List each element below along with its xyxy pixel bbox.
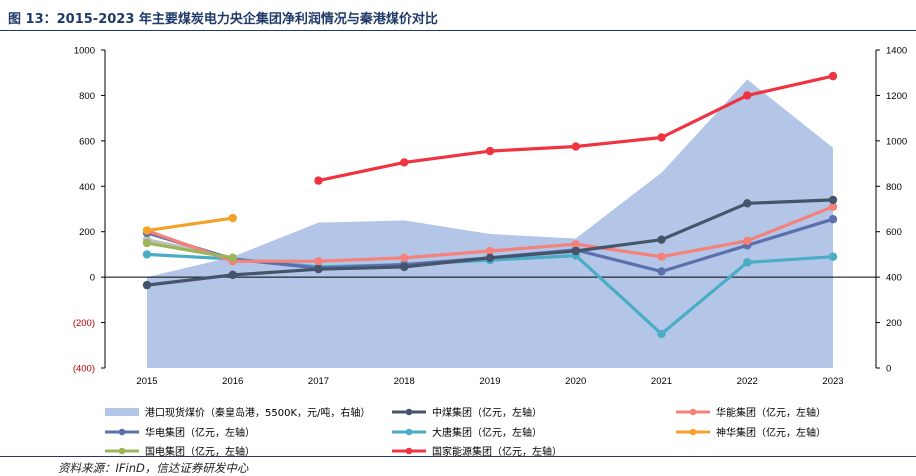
legend-label-guodian: 国电集团（亿元，左轴） [145, 445, 255, 458]
data-point-zhongmei [571, 246, 580, 256]
left-tick-label: 400 [79, 182, 95, 193]
area-coal-price [147, 79, 833, 368]
title-rule [0, 30, 916, 31]
data-point-guojia-nengyuan [571, 142, 580, 151]
data-point-datang [828, 252, 838, 261]
right-tick-label: 800 [886, 182, 902, 193]
data-point-shenhua [142, 226, 152, 235]
data-point-guodian [142, 238, 152, 248]
legend-label-coal-price: 港口现货煤价（秦皇岛港，5500K，元/吨，右轴） [145, 406, 370, 419]
right-tick-label: 0 [886, 364, 891, 375]
x-tick-label: 2018 [394, 376, 415, 387]
x-tick-label: 2016 [222, 376, 243, 387]
data-point-zhongmei [657, 235, 666, 244]
legend-label-huadian: 华电集团（亿元，左轴） [145, 426, 255, 439]
left-tick-label: (400) [73, 364, 95, 375]
data-point-zhongmei [228, 270, 237, 280]
legend-label-huaneng: 华能集团（亿元，左轴） [716, 406, 826, 419]
data-point-zhongmei [142, 280, 152, 290]
right-tick-label: 1000 [886, 136, 907, 147]
legend-label-shenhua: 神华集团（亿元，左轴） [716, 426, 826, 439]
right-tick-label: 200 [886, 318, 902, 329]
data-point-datang [743, 258, 752, 267]
left-tick-label: 200 [79, 227, 95, 238]
x-tick-label: 2023 [822, 376, 843, 387]
series-line-guodian [146, 241, 234, 260]
data-point-huaneng [571, 240, 580, 249]
legend-marker-zhongmei [405, 408, 413, 416]
right-tick-label: 1400 [886, 46, 907, 57]
legend-marker-huaneng [689, 408, 697, 416]
data-point-zhongmei [828, 195, 838, 205]
left-tick-label: 600 [79, 136, 95, 147]
x-tick-label: 2020 [565, 376, 586, 387]
data-point-zhongmei [314, 264, 323, 274]
data-point-huaneng [485, 246, 495, 256]
left-tick-label: 1000 [74, 46, 95, 57]
legend-label-zhongmei: 中煤集团（亿元，左轴） [432, 406, 542, 419]
data-point-huaneng [828, 202, 838, 211]
x-tick-label: 2022 [737, 376, 758, 387]
data-point-huaneng [657, 252, 666, 261]
x-tick-label: 2021 [651, 376, 672, 387]
legend-marker-datang [405, 428, 413, 436]
legend-marker-shenhua [689, 428, 697, 436]
legend-marker-guojia-nengyuan [405, 447, 413, 455]
series-line-shenhua [146, 216, 234, 233]
legend-marker-huadian [118, 428, 126, 436]
legend-swatch-coal-price [105, 408, 139, 416]
right-tick-label: 400 [886, 273, 902, 284]
data-point-huaneng [314, 257, 323, 266]
data-point-guojia-nengyuan [400, 158, 409, 167]
x-tick-label: 2019 [479, 376, 500, 387]
data-point-datang [657, 329, 666, 339]
data-point-guojia-nengyuan [828, 71, 838, 81]
data-point-guojia-nengyuan [485, 146, 495, 156]
left-tick-label: 0 [90, 273, 95, 284]
left-tick-label: 800 [79, 91, 95, 102]
data-point-huaneng [743, 236, 752, 245]
legend-label-guojia-nengyuan: 国家能源集团（亿元，左轴） [432, 445, 562, 458]
data-point-guodian [228, 253, 237, 263]
right-tick-label: 1200 [886, 91, 907, 102]
data-point-zhongmei [400, 262, 409, 272]
source-note: 资料来源：IFinD，信达证券研发中心 [58, 461, 249, 475]
legend-label-datang: 大唐集团（亿元，左轴） [432, 426, 542, 439]
x-tick-label: 2015 [136, 376, 157, 387]
figure-title: 图 13：2015-2023 年主要煤炭电力央企集团净利润情况与秦港煤价对比 [8, 12, 438, 27]
x-tick-label: 2017 [308, 376, 329, 387]
data-point-huadian [828, 215, 838, 224]
data-point-datang [142, 250, 152, 259]
right-tick-label: 600 [886, 227, 902, 238]
data-point-guojia-nengyuan [743, 91, 752, 100]
data-point-zhongmei [743, 199, 752, 208]
legend-marker-guodian [118, 447, 126, 455]
data-point-zhongmei [485, 253, 495, 263]
data-point-guojia-nengyuan [314, 176, 323, 185]
data-point-guojia-nengyuan [657, 133, 666, 142]
data-point-huaneng [400, 253, 409, 263]
left-tick-label: (200) [73, 318, 95, 329]
data-point-huadian [657, 267, 666, 276]
data-point-shenhua [228, 213, 237, 223]
footer-rule [0, 456, 916, 457]
